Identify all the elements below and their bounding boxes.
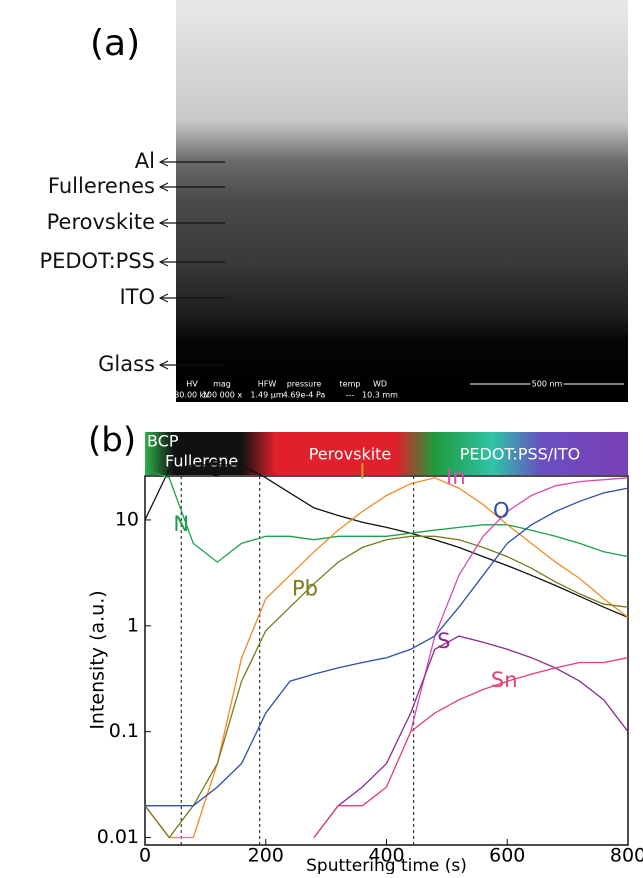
plot-frame — [144, 475, 629, 846]
series-label: Pb — [292, 577, 318, 601]
arrow-head — [158, 293, 169, 303]
x-tick-label: 600 — [489, 845, 525, 867]
layer-label: Fullerenes — [48, 174, 155, 198]
panel-label: (a) — [90, 23, 140, 64]
series-line — [313, 635, 629, 838]
series-line — [313, 657, 629, 838]
arrow-head — [158, 182, 169, 192]
x-tick-label: 200 — [248, 845, 284, 867]
arrow-head — [158, 257, 169, 267]
info-value: 1.49 µm — [250, 391, 283, 400]
series-line — [144, 464, 629, 618]
info-label: pressure — [287, 380, 322, 389]
y-axis-title: Intensity (a.u.) — [87, 590, 109, 729]
sem-image — [176, 0, 628, 402]
x-tick-label: 0 — [139, 845, 151, 867]
series-line — [144, 477, 629, 839]
x-tick-label: 400 — [368, 845, 404, 867]
series-line — [145, 487, 629, 807]
series-line — [144, 535, 629, 839]
y-tick-label: 0.1 — [109, 720, 139, 742]
layer-label: ITO — [119, 285, 155, 309]
info-label: HV — [186, 380, 198, 389]
series-label: S — [437, 629, 450, 653]
panel-label: (b) — [88, 421, 136, 461]
y-tick-label: 10 — [115, 508, 139, 530]
arrow-head — [158, 218, 169, 228]
layer-label: PEDOT:PSS — [39, 249, 155, 273]
info-value: --- — [346, 391, 355, 400]
layer-label: Perovskite — [47, 210, 155, 234]
layer-bar-label: Perovskite — [309, 445, 392, 464]
info-value: 100 000 x — [202, 391, 243, 400]
layer-bar — [145, 432, 628, 475]
info-bar — [176, 376, 628, 402]
info-value: 10.3 mm — [362, 391, 398, 400]
series-label: O — [493, 499, 510, 523]
series-label: N — [173, 512, 189, 536]
info-label: temp — [340, 380, 361, 389]
info-value: 4.69e-4 Pa — [283, 391, 326, 400]
series-label: I — [359, 460, 365, 484]
scale-label: 500 nm — [532, 380, 563, 389]
arrow-head — [158, 360, 169, 370]
series-label: Sn — [491, 668, 518, 692]
arrow-head — [158, 157, 169, 167]
layer-bar-label: Fullerene — [165, 452, 238, 471]
x-axis-title: Sputtering time (s) — [306, 856, 467, 874]
layer-bar-label: PEDOT:PSS/ITO — [460, 445, 581, 464]
series-line — [144, 468, 629, 563]
info-label: HFW — [258, 380, 277, 389]
y-tick-label: 0.01 — [97, 826, 139, 848]
layer-bar-label: BCP — [147, 432, 179, 451]
series-line — [410, 477, 629, 732]
layer-label: Al — [135, 149, 155, 173]
series-label: C — [207, 456, 222, 480]
layer-label: Glass — [98, 352, 155, 376]
x-tick-label: 800 — [610, 845, 643, 867]
series-label: In — [446, 465, 466, 489]
y-tick-label: 1 — [127, 614, 139, 636]
info-label: WD — [373, 380, 387, 389]
info-value: 30.00 kV — [174, 391, 210, 400]
info-label: mag — [213, 380, 231, 389]
